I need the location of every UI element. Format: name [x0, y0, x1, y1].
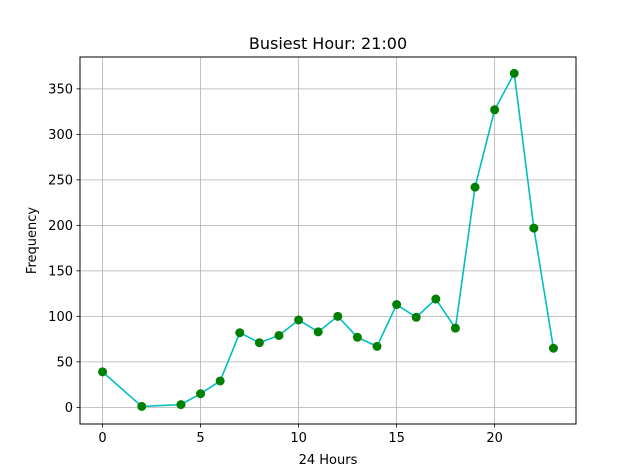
data-point [235, 328, 245, 338]
y-tick-label: 100 [48, 310, 73, 325]
x-tick-label: 15 [388, 431, 405, 446]
data-point [411, 312, 421, 322]
data-point [294, 315, 304, 325]
data-point [215, 376, 225, 386]
data-point [470, 182, 480, 192]
x-tick-label: 0 [98, 431, 106, 446]
data-point [98, 367, 108, 377]
data-point [392, 300, 402, 310]
y-axis-label: Frequency [25, 207, 40, 274]
y-tick-label: 50 [56, 355, 73, 370]
y-tick-label: 350 [48, 82, 73, 97]
data-point [509, 68, 519, 78]
grid [80, 57, 576, 424]
y-tick-label: 250 [48, 173, 73, 188]
x-tick-label: 10 [290, 431, 307, 446]
data-point [196, 389, 206, 399]
data-point [274, 330, 284, 340]
data-point [313, 327, 323, 337]
chart-title: Busiest Hour: 21:00 [249, 34, 407, 53]
series [98, 68, 558, 411]
data-point [529, 223, 539, 233]
y-tick-label: 150 [48, 264, 73, 279]
data-point [333, 311, 343, 321]
x-tick-label: 20 [486, 431, 503, 446]
y-tick-label: 300 [48, 128, 73, 143]
series-line [102, 70, 555, 408]
data-point [431, 294, 441, 304]
data-point [548, 343, 558, 353]
data-point [450, 323, 460, 333]
data-point [176, 400, 186, 410]
data-point [254, 338, 264, 348]
x-tick-label: 5 [196, 431, 204, 446]
data-point [372, 341, 382, 351]
y-tick-label: 0 [65, 401, 73, 416]
plot-frame [79, 56, 577, 425]
x-axis-label: 24 Hours [299, 453, 358, 468]
data-point [490, 105, 500, 115]
data-point [352, 332, 362, 342]
data-point [137, 401, 147, 411]
y-tick-label: 200 [48, 219, 73, 234]
